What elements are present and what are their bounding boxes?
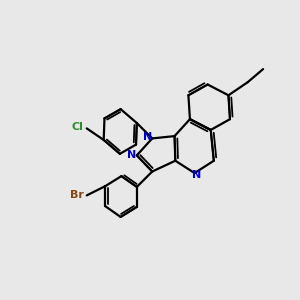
Text: N: N xyxy=(127,150,136,160)
Text: Cl: Cl xyxy=(72,122,84,132)
Text: N: N xyxy=(192,169,202,180)
Text: N: N xyxy=(143,132,152,142)
Text: Br: Br xyxy=(70,190,84,200)
